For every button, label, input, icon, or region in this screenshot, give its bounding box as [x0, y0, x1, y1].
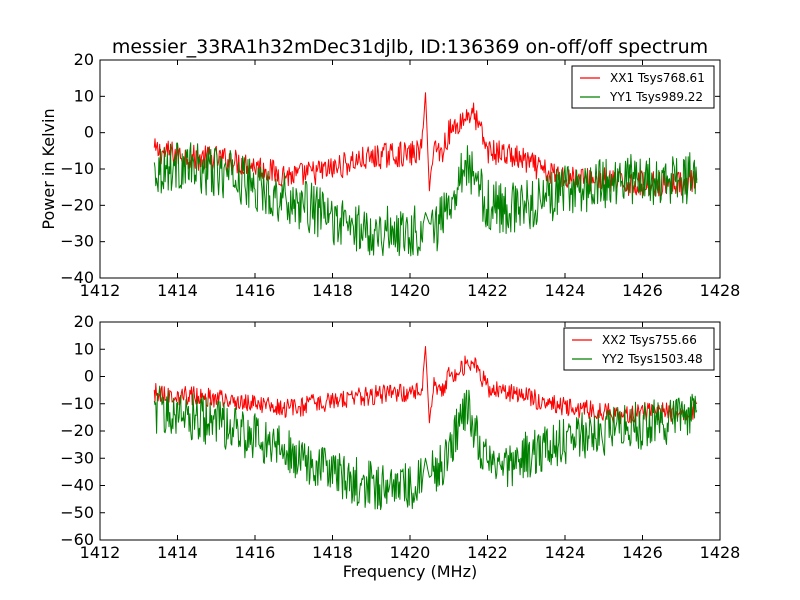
bottom-y-tick-label: −50	[60, 503, 94, 522]
top-y-tick-label: −10	[60, 159, 94, 178]
bottom-x-tick-label: 1414	[157, 543, 198, 562]
bottom-legend-box	[563, 327, 715, 371]
top-y-tick-label: −20	[60, 195, 94, 214]
top-x-tick-label: 1418	[312, 281, 353, 300]
top-y-tick-label: 20	[74, 50, 94, 69]
top-legend: XX1 Tsys768.61 YY1 Tsys989.22	[571, 65, 715, 109]
bottom-x-tick-label: 1428	[700, 543, 741, 562]
chart-title: messier_33RA1h32mDec31djlb, ID:136369 on…	[112, 36, 708, 58]
bottom-y-tick-label: −30	[60, 448, 94, 467]
top-y-tick-label: −30	[60, 232, 94, 251]
top-x-tick-label: 1414	[157, 281, 198, 300]
bottom-x-tick-label: 1416	[235, 543, 276, 562]
top-x-tick-label: 1428	[700, 281, 741, 300]
bottom-series-2-line	[153, 385, 698, 511]
top-panel: 1412 1414 1416 1418 1420 1422 1424 1426 1428 −40 −…	[60, 50, 740, 300]
bottom-y-tick-label: 20	[74, 312, 94, 331]
bottom-y-tick-label: 0	[84, 367, 94, 386]
bottom-series-1-line	[153, 346, 698, 424]
bottom-x-tick-label: 1424	[545, 543, 586, 562]
top-y-tick-label: 0	[84, 123, 94, 142]
bottom-y-tick-label: −10	[60, 394, 94, 413]
top-x-tick-label: 1416	[235, 281, 276, 300]
bottom-legend: XX2 Tsys755.66 YY2 Tsys1503.48	[563, 327, 715, 371]
bottom-panel: 1412 1414 1416 1418 1420 1422 1424 1426 1428 −60 −…	[60, 312, 740, 562]
top-y-tick-label: 10	[74, 86, 94, 105]
bottom-x-tick-label: 1418	[312, 543, 353, 562]
bottom-x-tick-label: 1412	[80, 543, 121, 562]
bottom-legend-label: YY2 Tsys1503.48	[601, 352, 703, 366]
bottom-x-tick-label: 1426	[622, 543, 663, 562]
bottom-legend-label: XX2 Tsys755.66	[602, 333, 697, 347]
bottom-y-tick-label: −20	[60, 421, 94, 440]
top-x-tick-label: 1420	[390, 281, 431, 300]
top-x-tick-label: 1422	[467, 281, 508, 300]
top-legend-box	[571, 65, 715, 109]
top-x-tick-label: 1412	[80, 281, 121, 300]
top-x-tick-label: 1424	[545, 281, 586, 300]
top-y-tick-label: −40	[60, 268, 94, 287]
y-axis-label-top: Power in Kelvin	[39, 108, 58, 229]
bottom-y-tick-label: 10	[74, 339, 94, 358]
top-legend-label: YY1 Tsys989.22	[609, 90, 703, 104]
bottom-y-tick-label: −60	[60, 530, 94, 549]
x-axis-label: Frequency (MHz)	[343, 562, 477, 581]
top-series-2-line	[153, 142, 698, 257]
bottom-y-tick-label: −40	[60, 476, 94, 495]
top-x-tick-label: 1426	[622, 281, 663, 300]
bottom-x-tick-label: 1420	[390, 543, 431, 562]
top-legend-label: XX1 Tsys768.61	[610, 71, 705, 85]
bottom-x-tick-label: 1422	[467, 543, 508, 562]
